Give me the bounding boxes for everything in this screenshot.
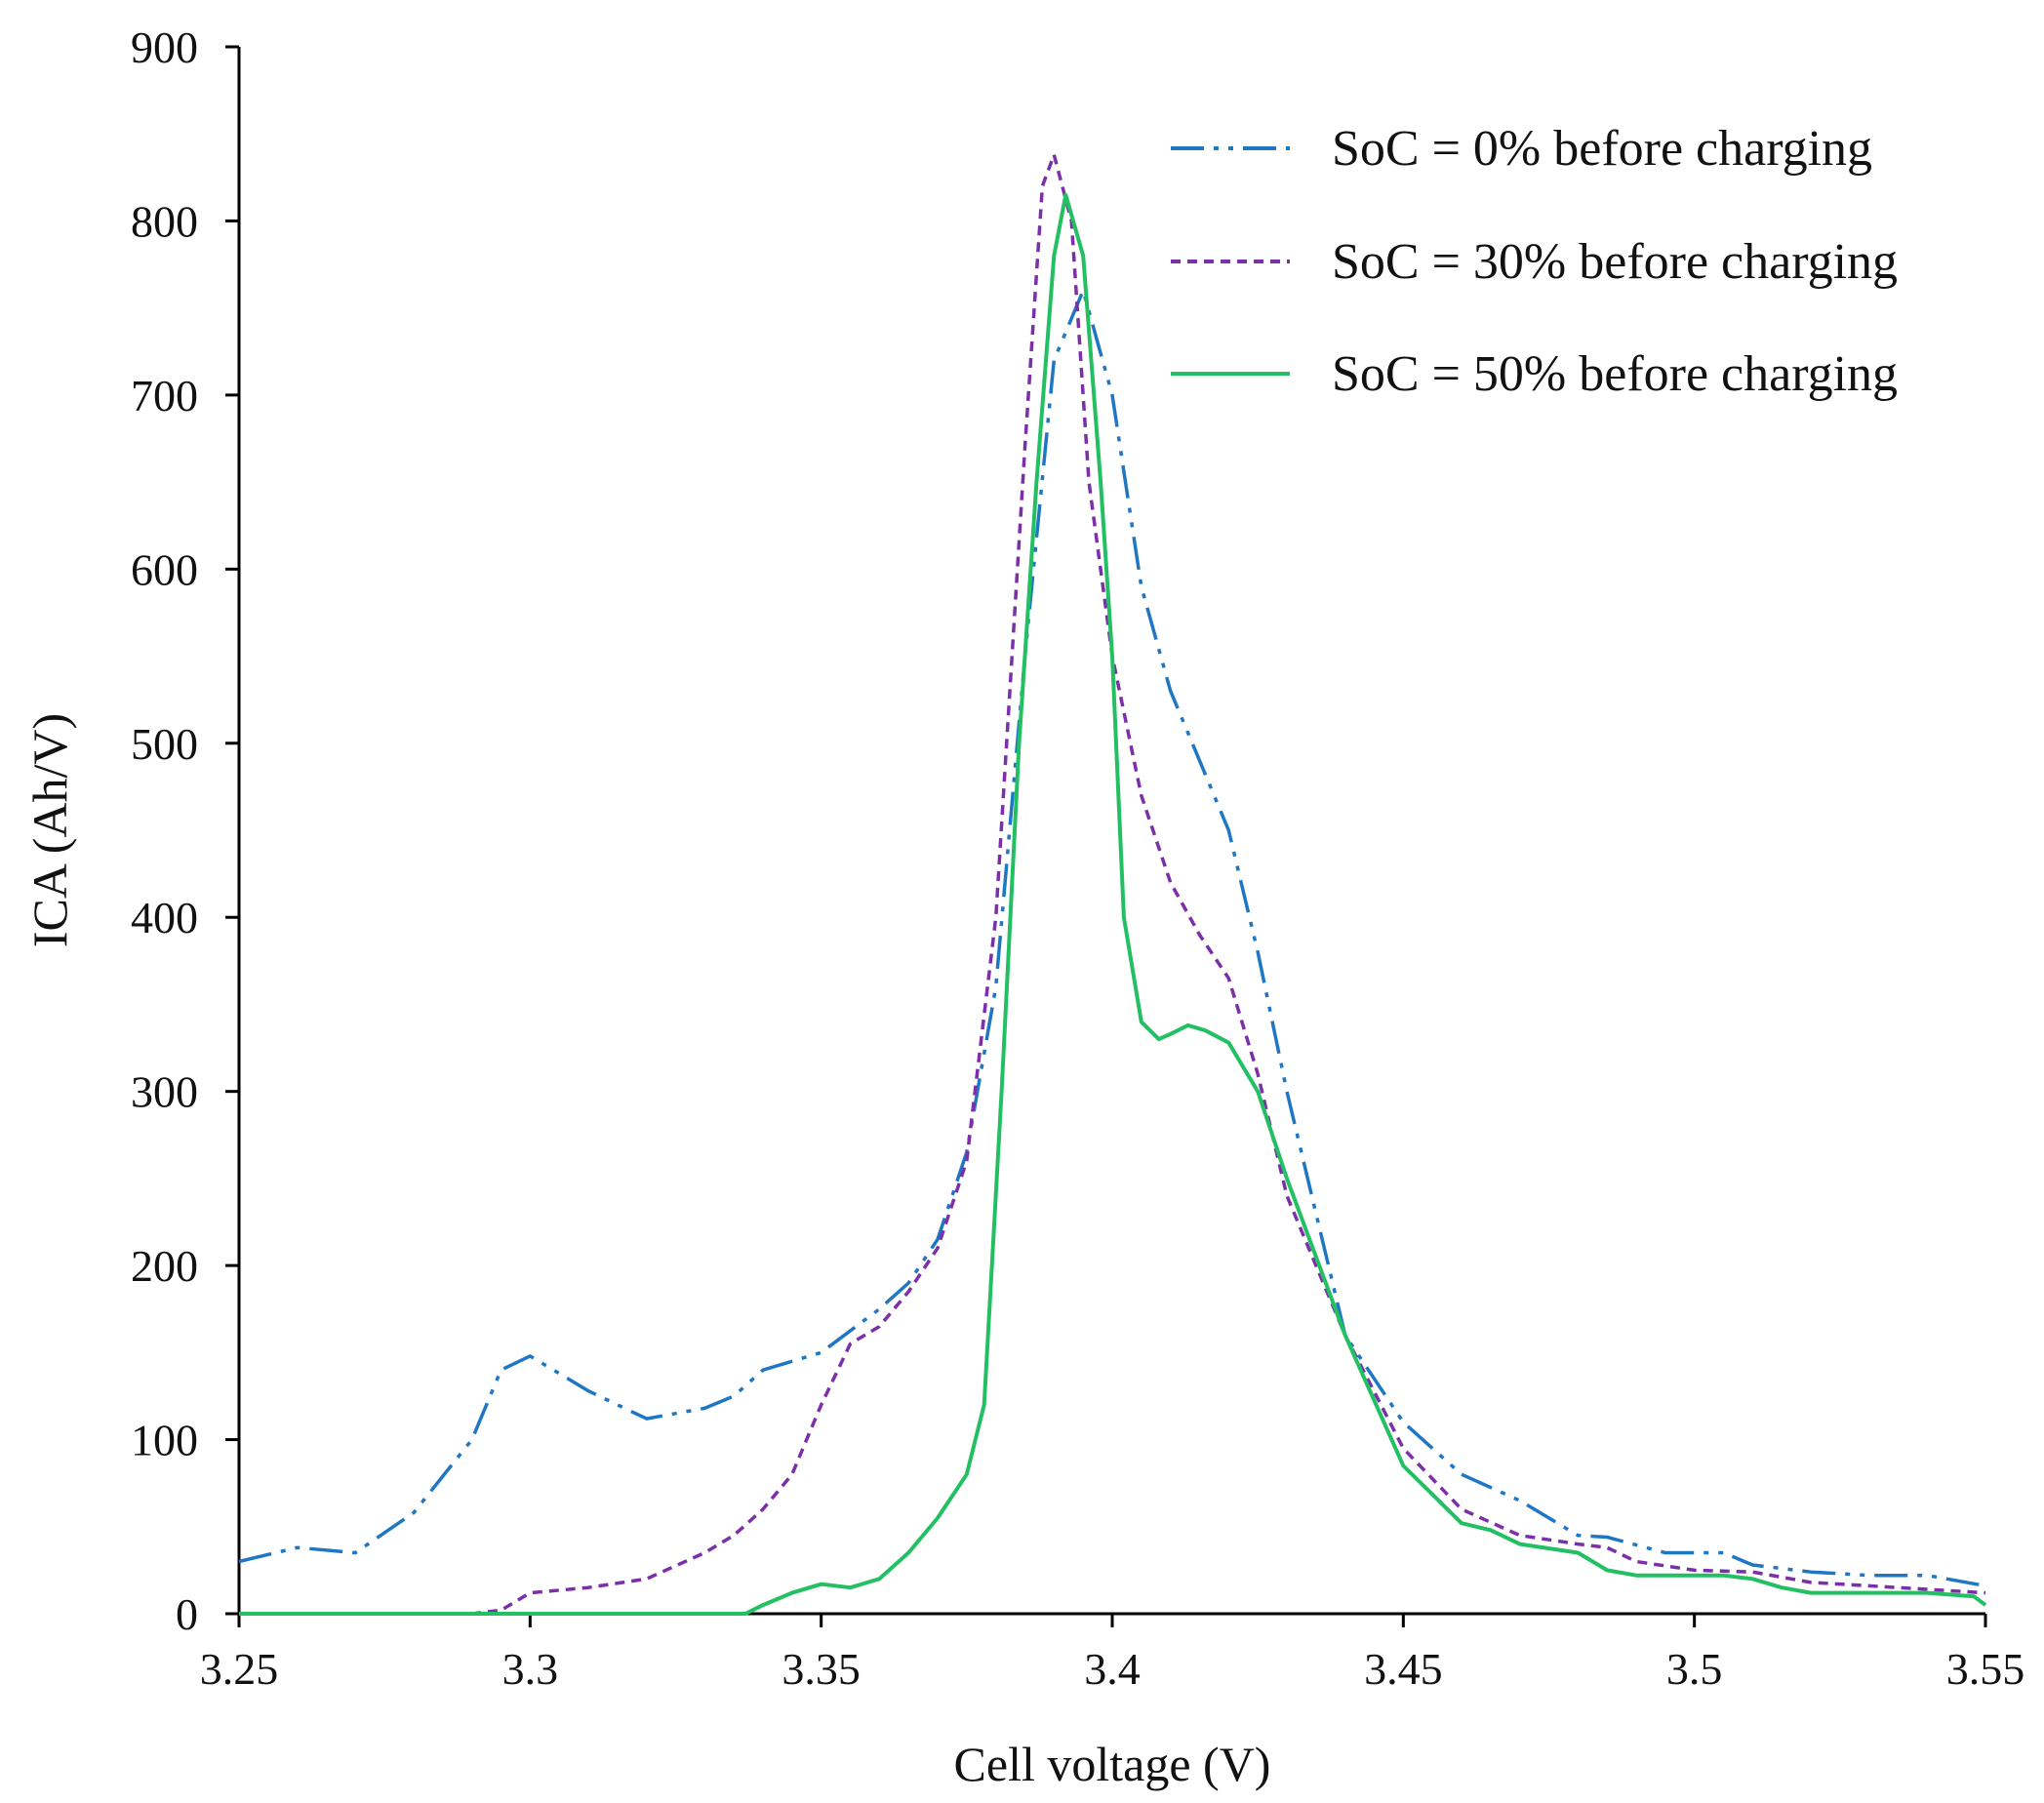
legend-item: SoC = 30% before charging: [1171, 234, 1898, 290]
x-tick-label: 3.35: [782, 1644, 861, 1694]
y-tick-label: 900: [131, 22, 198, 72]
x-tick-label: 3.4: [1084, 1644, 1141, 1694]
series-group: [238, 152, 1987, 1616]
y-tick-label: 400: [131, 893, 198, 942]
y-tick-label: 800: [131, 196, 198, 246]
x-tick-label: 3.3: [502, 1644, 559, 1694]
y-tick-label: 100: [131, 1416, 198, 1465]
series-line-2: [239, 192, 1987, 1616]
series-line-0: [238, 289, 1986, 1588]
y-tick-label: 0: [176, 1589, 198, 1639]
legend-label-soc-0: SoC = 0% before charging: [1332, 121, 1872, 177]
series-line-1: [239, 152, 1986, 1616]
y-tick-label: 700: [131, 371, 198, 421]
y-axis-ticks: 0 100 200 300 400 500 600 700 800 900: [131, 22, 239, 1639]
x-tick-label: 3.5: [1666, 1644, 1723, 1694]
y-tick-label: 600: [131, 544, 198, 594]
y-tick-label: 200: [131, 1241, 198, 1291]
x-tick-label: 3.45: [1364, 1644, 1443, 1694]
legend-item: SoC = 0% before charging: [1171, 121, 1872, 177]
x-axis-title: Cell voltage (V): [954, 1737, 1271, 1791]
x-tick-label: 3.55: [1946, 1644, 2025, 1694]
legend-label-soc-50: SoC = 50% before charging: [1332, 346, 1898, 402]
legend-item: SoC = 50% before charging: [1171, 346, 1898, 402]
x-tick-label: 3.25: [200, 1644, 279, 1694]
y-tick-label: 300: [131, 1067, 198, 1117]
legend-label-soc-30: SoC = 30% before charging: [1332, 234, 1898, 290]
y-axis-title: ICA (Ah/V): [22, 713, 77, 947]
legend: SoC = 0% before charging SoC = 30% befor…: [1171, 121, 1898, 402]
y-tick-label: 500: [131, 719, 198, 769]
x-axis-ticks: 3.25 3.3 3.35 3.4 3.45 3.5 3.55: [200, 1614, 2025, 1694]
